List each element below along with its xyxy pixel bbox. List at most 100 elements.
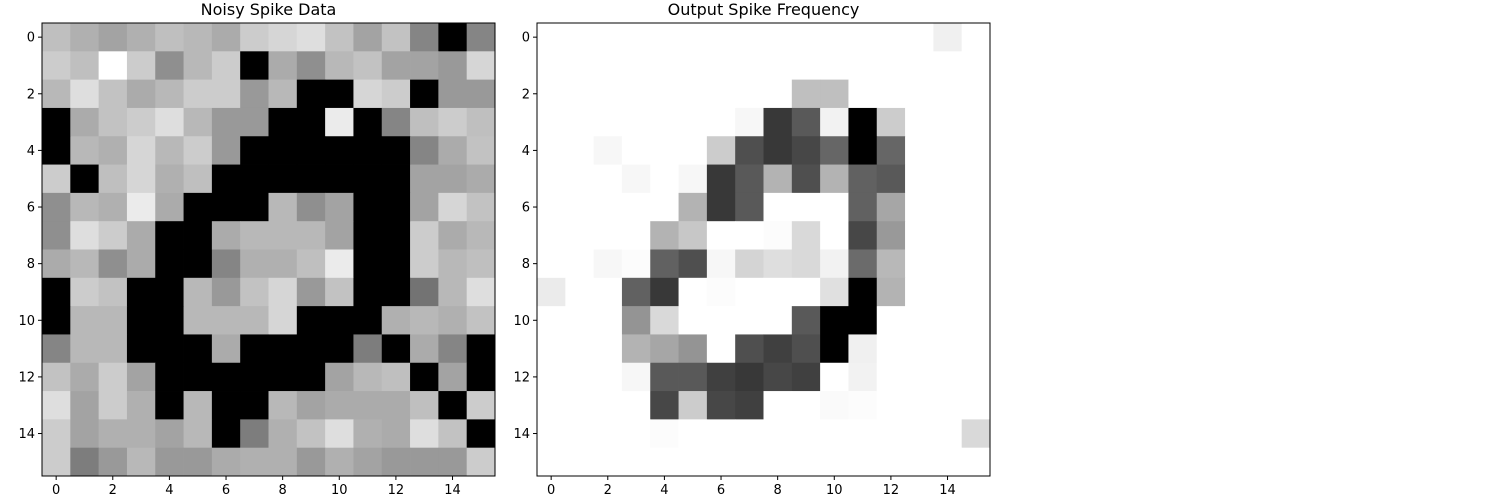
heatmap-cell [565, 447, 595, 477]
heatmap-cell [621, 277, 651, 307]
heatmap-cell [763, 136, 793, 165]
x-tick-label: 14 [939, 483, 956, 498]
heatmap-cell [98, 79, 128, 109]
heatmap-cell [466, 334, 496, 364]
heatmap-cell [735, 79, 764, 109]
heatmap-cell [791, 419, 821, 449]
heatmap-cell [98, 164, 128, 194]
heatmap-cell [410, 136, 439, 165]
heatmap-cell [848, 192, 878, 222]
heatmap-cell [820, 164, 849, 194]
heatmap-cell [848, 79, 878, 109]
heatmap-cell [211, 391, 241, 420]
heatmap-cell [126, 391, 156, 420]
heatmap-cell [763, 447, 793, 477]
heatmap-cell [848, 334, 878, 364]
heatmap-cell [98, 447, 128, 477]
heatmap-cell [240, 23, 269, 52]
heatmap-cell [763, 192, 793, 222]
heatmap-cell [735, 136, 764, 165]
heatmap-cell [42, 221, 71, 250]
heatmap-cell [381, 107, 411, 137]
heatmap-cell [438, 51, 468, 81]
heatmap-cell [325, 51, 354, 81]
heatmap-cell [42, 79, 71, 109]
heatmap-cell [537, 79, 566, 109]
heatmap-cell [791, 447, 821, 477]
heatmap-cell [410, 362, 439, 392]
heatmap-cell [183, 79, 213, 109]
heatmap-cell [763, 277, 793, 307]
heatmap-cell [211, 447, 241, 477]
heatmap-cell [183, 334, 213, 364]
heatmap-cell [593, 164, 623, 194]
heatmap-cell [961, 419, 991, 449]
heatmap-cell [325, 192, 354, 222]
heatmap-cell [678, 277, 708, 307]
heatmap-cell [211, 164, 241, 194]
heatmap-cell [933, 362, 963, 392]
heatmap-cell [820, 391, 849, 420]
plot-frame [41, 22, 496, 477]
heatmap-cell [42, 334, 71, 364]
heatmap-cell [961, 306, 991, 335]
x-tick-label: 6 [222, 483, 230, 498]
heatmap-cell [268, 249, 298, 279]
heatmap-cell [410, 391, 439, 420]
heatmap-cell [353, 277, 383, 307]
heatmap-cell [42, 51, 71, 81]
heatmap-cell [438, 192, 468, 222]
heatmap-cell [126, 249, 156, 279]
heatmap-cell [905, 164, 934, 194]
heatmap-cell [438, 23, 468, 52]
heatmap-cell [678, 136, 708, 165]
heatmap-cell [381, 23, 411, 52]
heatmap-cell [211, 334, 241, 364]
y-tick-label: 8 [27, 257, 35, 272]
heatmap-cell [933, 306, 963, 335]
heatmap-cell [325, 277, 354, 307]
heatmap-cell [763, 23, 793, 52]
heatmap-cell [438, 249, 468, 279]
x-tick-label: 6 [717, 483, 725, 498]
heatmap-cell [240, 334, 269, 364]
y-tick-label: 0 [522, 31, 530, 46]
heatmap-cell [791, 306, 821, 335]
heatmap-cell [211, 277, 241, 307]
heatmap-cell [678, 23, 708, 52]
heatmap-cell [70, 51, 100, 81]
heatmap-cell [353, 221, 383, 250]
heatmap-cell [791, 51, 821, 81]
heatmap-cell [706, 79, 736, 109]
heatmap-cell [961, 164, 991, 194]
heatmap-cell [438, 447, 468, 477]
heatmap-cell [42, 277, 71, 307]
heatmap-cell [183, 362, 213, 392]
heatmap-cell [621, 23, 651, 52]
heatmap-cell [735, 447, 764, 477]
heatmap-cell [98, 391, 128, 420]
heatmap-cell [565, 51, 595, 81]
heatmap-cell [791, 362, 821, 392]
heatmap-cell [735, 221, 764, 250]
heatmap-cell [325, 447, 354, 477]
heatmap-cell [905, 447, 934, 477]
heatmap-cell [650, 277, 679, 307]
heatmap-cell [155, 362, 184, 392]
heatmap-cell [240, 221, 269, 250]
heatmap-cell [763, 107, 793, 137]
heatmap-cell [848, 107, 878, 137]
plot-frame [536, 22, 991, 477]
heatmap-cell [621, 419, 651, 449]
heatmap-cell [537, 136, 566, 165]
heatmap-cell [876, 221, 906, 250]
heatmap-cell [155, 23, 184, 52]
heatmap-cell [706, 306, 736, 335]
heatmap-cell [381, 79, 411, 109]
x-tick-label: 2 [604, 483, 612, 498]
heatmap-cell [933, 249, 963, 279]
heatmap-cell [706, 362, 736, 392]
heatmap-cell [848, 221, 878, 250]
heatmap-cell [410, 221, 439, 250]
heatmap-cell [791, 107, 821, 137]
